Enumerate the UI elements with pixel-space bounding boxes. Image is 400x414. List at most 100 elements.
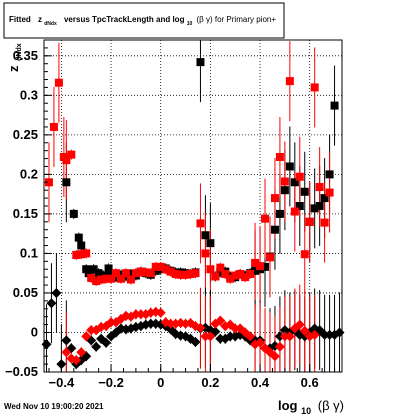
data-point-square [236, 269, 245, 278]
y-tick-label: 0.25 [13, 127, 38, 142]
data-point-square [87, 273, 96, 282]
data-point-diamond [91, 341, 102, 352]
y-tick-label: 0.2 [20, 166, 38, 181]
y-tick-label: −0.05 [5, 364, 38, 379]
data-point-square [104, 264, 113, 273]
data-point-square [285, 77, 294, 86]
data-point-square [62, 156, 71, 165]
data-point-diamond [76, 347, 87, 358]
data-point-square [136, 267, 145, 276]
y-tick-label: 0.1 [20, 245, 38, 260]
data-point-square [82, 249, 91, 258]
data-point-square [97, 275, 106, 284]
data-point-diamond [284, 331, 295, 342]
data-point-square [77, 241, 86, 250]
data-point-diamond [205, 331, 216, 342]
data-point-square [196, 219, 205, 228]
data-point-square [251, 266, 260, 275]
data-point-square [166, 267, 175, 276]
data-point-diamond [101, 337, 112, 348]
data-point-diamond [274, 341, 285, 352]
data-point-square [196, 58, 205, 67]
data-point-diamond [61, 335, 72, 346]
data-markers [41, 58, 345, 370]
data-point-square [290, 207, 299, 216]
data-point-square [315, 202, 324, 210]
data-point-square [320, 218, 329, 227]
data-point-square [89, 265, 98, 274]
y-axis-label: z dNdx [6, 43, 23, 72]
data-point-diamond [269, 351, 280, 362]
data-point-diamond [294, 319, 305, 330]
data-point-diamond [46, 298, 57, 309]
data-point-square [270, 194, 279, 203]
title-box [3, 2, 285, 39]
data-point-square [67, 150, 76, 159]
data-point-diamond [309, 329, 320, 340]
data-point-square [295, 202, 304, 210]
x-axis-label: log 10 (β γ) [278, 398, 344, 414]
x-tick-label: −0.2 [98, 375, 124, 390]
y-tick-label: 0.15 [13, 206, 38, 221]
data-point-square [300, 187, 309, 196]
data-point-square [201, 231, 210, 240]
data-point-square [280, 177, 289, 186]
data-point-square [54, 78, 63, 87]
x-tick-label: 0.2 [201, 375, 219, 390]
data-point-diamond [190, 336, 201, 347]
y-tick-label: 0 [31, 324, 38, 339]
data-point-square [231, 271, 240, 280]
x-tick-label: −0.4 [49, 375, 75, 390]
data-point-diamond [71, 355, 82, 366]
data-point-square [44, 178, 53, 187]
data-point-square [126, 275, 135, 284]
data-point-square [116, 274, 125, 283]
data-point-square [216, 268, 225, 277]
data-point-square [107, 274, 116, 283]
data-point-square [275, 152, 284, 161]
data-point-square [315, 183, 324, 192]
data-point-square [69, 209, 78, 218]
data-point-square [261, 214, 270, 223]
data-point-square [146, 269, 155, 278]
data-point-square [206, 239, 215, 248]
x-tick-label: 0 [157, 375, 164, 390]
data-point-square [126, 269, 135, 278]
data-point-diamond [245, 331, 256, 342]
data-point-diamond [195, 322, 206, 333]
x-tick-label: 0.4 [251, 375, 270, 390]
data-point-square [325, 170, 334, 179]
data-point-diamond [250, 339, 261, 350]
data-point-square [285, 162, 294, 171]
data-point-square [221, 269, 230, 278]
data-point-square [74, 233, 83, 242]
data-point-square [156, 262, 165, 271]
data-point-square [226, 274, 235, 283]
data-point-square [246, 269, 255, 278]
data-point-square [131, 269, 140, 278]
data-point-diamond [255, 337, 266, 348]
data-point-square [171, 269, 180, 278]
data-point-square [49, 122, 58, 131]
footer-timestamp: Wed Nov 10 19:00:20 2021 [4, 402, 104, 411]
data-point-square [77, 250, 86, 259]
data-point-square [265, 253, 274, 262]
data-point-square [92, 277, 101, 286]
data-point-diamond [51, 287, 62, 298]
data-point-square [121, 269, 130, 278]
data-point-square [270, 225, 279, 234]
plot-area [44, 40, 342, 372]
data-point-square [290, 178, 299, 187]
data-point-square [216, 263, 225, 272]
data-point-square [151, 262, 160, 271]
data-point-square [320, 194, 329, 203]
data-point-square [84, 269, 93, 278]
data-point-square [102, 274, 111, 283]
data-point-diamond [299, 325, 310, 336]
data-point-diamond [81, 331, 92, 342]
data-point-diamond [61, 347, 72, 358]
data-point-square [211, 272, 220, 281]
data-point-square [161, 265, 170, 274]
